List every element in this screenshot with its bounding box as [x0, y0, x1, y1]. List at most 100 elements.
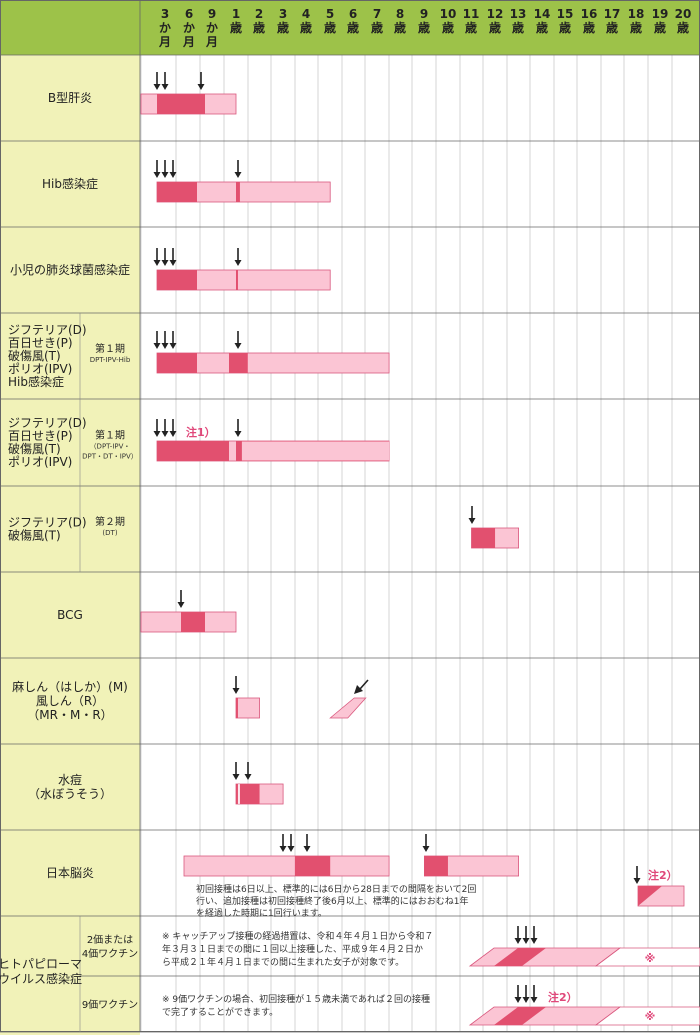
row-label: ジフテリア(D)	[8, 323, 87, 337]
col-header-label: 歳	[277, 20, 289, 35]
col-header-label: 歳	[347, 20, 359, 35]
hpv2-bar-light	[468, 947, 622, 967]
diagonal-arrow	[359, 679, 369, 690]
arrow-head	[244, 774, 252, 780]
phase-label: 第１期	[95, 342, 125, 355]
arrow-head	[514, 938, 522, 944]
schedule-bar-dark	[229, 353, 248, 373]
col-header-label: 15	[557, 7, 574, 21]
phase-sublabel: (DT)	[102, 529, 117, 537]
col-header-label: 歳	[442, 20, 454, 35]
row-label: 麻しん（はしか）(M)	[12, 679, 128, 694]
col-header-label: 11	[463, 7, 480, 21]
schedule-bar-dark	[424, 856, 448, 876]
arrow-head	[169, 343, 177, 349]
col-header-label: 20	[675, 7, 692, 21]
col-header-label: 3	[161, 7, 169, 21]
arrow-head	[153, 172, 161, 178]
arrow-head	[169, 172, 177, 178]
col-header-label: 月	[158, 35, 171, 49]
col-header-label: 歳	[465, 20, 477, 35]
row-label: 破傷風(T)	[8, 528, 61, 543]
row-label: （水ぼうそう）	[28, 787, 112, 801]
arrow-head	[234, 431, 242, 437]
schedule-gap	[237, 784, 240, 804]
row-label: B型肝炎	[48, 91, 92, 105]
arrow-head	[153, 431, 161, 437]
schedule-bar-dark	[157, 182, 197, 202]
footnote-text: 年３月３１日までの間に１回以上接種した、平成９年４月２日か	[162, 943, 423, 955]
col-header-label: 歳	[512, 20, 524, 35]
col-header-label: 10	[440, 7, 457, 21]
col-header-label: 17	[604, 7, 621, 21]
col-header-label: か	[206, 21, 218, 35]
phase-sublabel: DPT・DT・IPV）	[82, 453, 138, 461]
hpv9-bar-future	[594, 1006, 700, 1026]
arrow-head	[287, 846, 295, 852]
group-label: ヒトパピローマ	[0, 957, 82, 971]
arrow-head	[514, 997, 522, 1003]
arrow-head	[522, 997, 530, 1003]
schedule-bar-light-inner	[229, 441, 236, 461]
arrow-head	[153, 84, 161, 90]
schedule-bar-dark	[157, 441, 229, 461]
arrow-head	[161, 260, 169, 266]
diagonal-arrow-head	[354, 685, 363, 694]
col-header-label: 歳	[559, 20, 571, 35]
col-header-label: 13	[510, 7, 527, 21]
note-label: 注2）	[648, 868, 678, 882]
footnote-text: ら平成２１年４月１日までの間に生まれた女子が対象です。	[162, 956, 404, 968]
row-label: （MR・M・R）	[27, 708, 112, 722]
hpv2-bar-future	[594, 947, 700, 967]
arrow-head	[530, 997, 538, 1003]
col-header-label: 19	[652, 7, 669, 21]
col-header-label: 歳	[418, 20, 430, 35]
col-header-label: 18	[628, 7, 645, 21]
col-header-label: 歳	[300, 20, 312, 35]
arrow-head	[161, 343, 169, 349]
schedule-bar-dark	[157, 270, 197, 290]
je-extra-triangle	[638, 886, 662, 906]
col-header-label: 12	[487, 7, 504, 21]
hpv9-bar-light	[468, 1006, 622, 1026]
col-header-label: 14	[534, 7, 551, 21]
phase-label: 第１期	[95, 429, 125, 442]
arrow-head	[633, 878, 641, 884]
col-header-label: 8	[396, 7, 404, 21]
row-label: 日本脳炎	[46, 866, 94, 880]
col-header-label: 歳	[630, 20, 642, 35]
arrow-head	[522, 938, 530, 944]
schedule-bar-light-inner	[241, 441, 390, 461]
arrow-head	[169, 431, 177, 437]
row-label: 4価ワクチン	[82, 947, 138, 960]
label-column-bg	[0, 55, 140, 1035]
schedule-bar-dark	[181, 612, 205, 632]
arrow-head	[161, 172, 169, 178]
col-header-label: 歳	[324, 20, 336, 35]
col-header-label: 歳	[230, 20, 242, 35]
col-header-label: 9	[420, 7, 428, 21]
footnote-text: を経過した時期に1回行います。	[196, 907, 327, 919]
footnote-text: ※ 9価ワクチンの場合、初回接種が１５歳未満であれば２回の接種	[162, 993, 430, 1005]
row-label: 風しん（R）	[36, 694, 104, 708]
arrow-head	[530, 938, 538, 944]
arrow-head	[232, 774, 240, 780]
row-label: ポリオ(IPV)	[8, 362, 72, 376]
arrow-head	[161, 84, 169, 90]
row-label: ジフテリア(D)	[8, 416, 87, 430]
arrow-head	[169, 260, 177, 266]
row-label: ジフテリア(D)	[8, 516, 87, 530]
col-header-label: 歳	[371, 20, 383, 35]
arrow-head	[197, 84, 205, 90]
arrow-head	[177, 602, 185, 608]
note-label: 注2）	[548, 990, 578, 1004]
phase-sublabel: （DPT-IPV・	[90, 443, 131, 451]
col-header-label: 歳	[677, 20, 689, 35]
footnote-text: で完了することができます。	[162, 1006, 278, 1018]
col-header-label: 歳	[536, 20, 548, 35]
schedule-bar-dark	[236, 784, 238, 804]
arrow-head	[468, 518, 476, 524]
col-header-label: 1	[232, 7, 240, 21]
